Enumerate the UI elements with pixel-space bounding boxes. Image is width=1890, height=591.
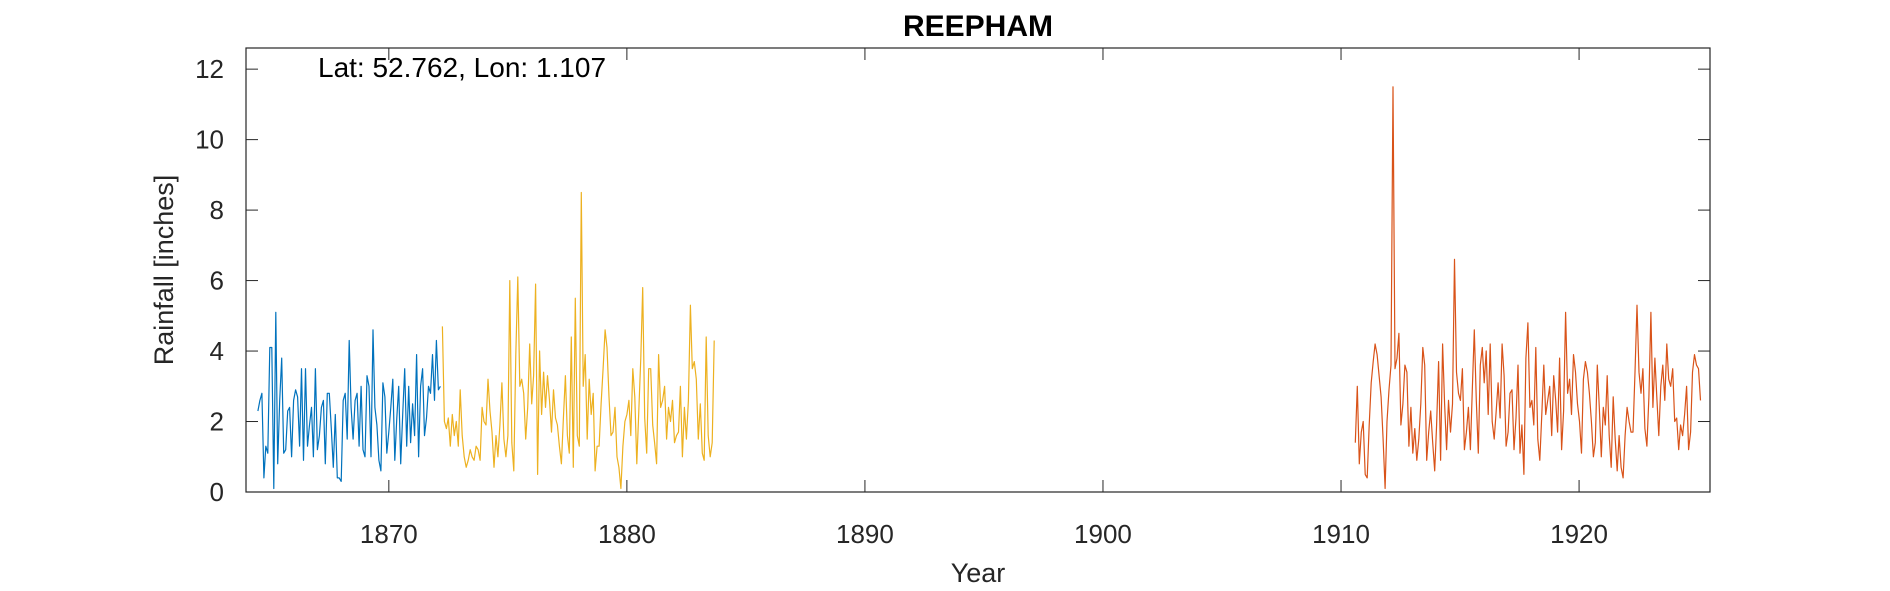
y-tick-label: 6 xyxy=(210,266,224,296)
series-line-3 xyxy=(1354,86,1702,490)
x-tick-label: 1910 xyxy=(1312,519,1370,549)
y-axis: 0 2 4 6 8 10 12 xyxy=(195,54,1710,507)
y-tick-label: 4 xyxy=(210,336,224,366)
plot-area xyxy=(246,48,1710,492)
x-axis-label: Year xyxy=(951,558,1006,588)
x-tick-label: 1870 xyxy=(360,519,418,549)
chart-title: REEPHAM xyxy=(903,10,1053,43)
y-tick-label: 8 xyxy=(210,195,224,225)
location-annotation: Lat: 52.762, Lon: 1.107 xyxy=(318,52,606,83)
x-tick-label: 1880 xyxy=(598,519,656,549)
x-axis: 1870 1880 1890 1900 1910 1920 xyxy=(360,48,1608,549)
y-tick-label: 0 xyxy=(210,477,224,507)
y-axis-label: Rainfall [inches] xyxy=(149,175,179,366)
y-tick-label: 2 xyxy=(210,407,224,437)
series-line-2 xyxy=(441,191,715,490)
series-line-1 xyxy=(257,311,441,490)
axes-box xyxy=(245,47,1711,493)
y-tick-label: 12 xyxy=(195,54,224,84)
x-tick-label: 1900 xyxy=(1074,519,1132,549)
y-tick-label: 10 xyxy=(195,125,224,155)
x-tick-label: 1920 xyxy=(1550,519,1608,549)
x-tick-label: 1890 xyxy=(836,519,894,549)
series-layer xyxy=(257,86,1702,490)
